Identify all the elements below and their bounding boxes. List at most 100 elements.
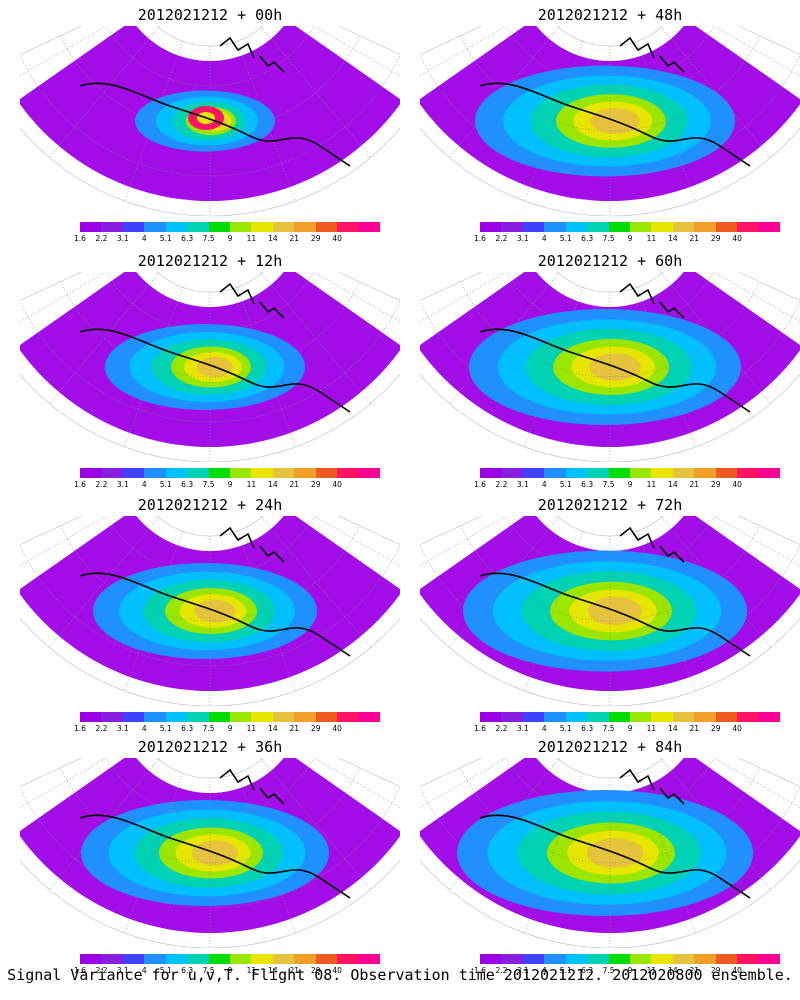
colorbar-tick-label: 29: [710, 724, 721, 733]
colorbar-swatch: [480, 712, 502, 722]
colorbar-swatch: [294, 712, 316, 722]
map-panel-p60: 2012021212 + 60h 1.6 2.2 3.1 4 5.1 6.3 7.5 9 11 14…: [420, 246, 800, 489]
colorbar-swatch: [122, 954, 145, 964]
colorbar-tick-label: 2.2: [95, 234, 108, 243]
variance-map: [420, 26, 800, 216]
variance-map: [420, 272, 800, 462]
colorbar-tick-label: 29: [310, 234, 321, 243]
map-panel-p00: 2012021212 + 00h 1.6 2.2 3.1 4 5.1 6.3 7.5 9 11 14…: [20, 0, 400, 243]
colorbar-tick-label: 9: [627, 480, 633, 489]
colorbar-swatch: [144, 468, 166, 478]
colorbar-swatch: [651, 468, 673, 478]
colorbar: [480, 954, 780, 964]
colorbar-swatch: [522, 712, 545, 722]
colorbar-swatch: [229, 468, 252, 478]
colorbar-tick-label: 1.6: [474, 724, 486, 733]
panel-title: 2012021212 + 12h: [137, 252, 283, 270]
colorbar-tick-label: 3.1: [116, 966, 129, 975]
colorbar-tick-label: 40: [332, 966, 342, 975]
colorbar-tick-label: 29: [710, 480, 721, 489]
colorbar-swatch: [80, 712, 102, 722]
map-panel-p36: 2012021212 + 36h 1.6 2.2 3.1 4 5.1 6.3 7.5 9 11 14…: [20, 732, 400, 975]
colorbar-swatch: [501, 222, 523, 232]
colorbar-tick-label: 11: [246, 480, 257, 489]
colorbar-swatch: [165, 222, 188, 232]
colorbar-swatch: [694, 222, 716, 232]
colorbar-swatch: [587, 468, 609, 478]
colorbar-swatch: [165, 954, 188, 964]
colorbar-swatch: [694, 712, 716, 722]
colorbar-tick-label: 9: [627, 724, 633, 733]
colorbar-swatch: [144, 712, 166, 722]
colorbar-tick-label: 40: [732, 234, 742, 243]
colorbar-tick-label: 4: [141, 480, 147, 489]
colorbar-tick-label: 5.1: [559, 480, 572, 489]
colorbar-swatch: [187, 712, 209, 722]
colorbar-tick-label: 1.6: [474, 966, 486, 975]
colorbar-swatch: [315, 712, 338, 722]
colorbar-swatch: [80, 222, 102, 232]
colorbar-swatch: [544, 468, 566, 478]
colorbar-swatch: [337, 954, 359, 964]
colorbar-tick-label: 21: [289, 234, 300, 243]
coastline: [479, 526, 751, 657]
colorbar-tick-label: 6.3: [181, 724, 194, 733]
colorbar-swatch: [229, 222, 252, 232]
colorbar-swatch: [587, 222, 609, 232]
colorbar-tick-label: 6.3: [581, 724, 594, 733]
colorbar-swatch: [501, 468, 523, 478]
colorbar-tick-label: 29: [310, 966, 321, 975]
colorbar-swatch: [122, 468, 145, 478]
colorbar-tick-label: 11: [646, 480, 657, 489]
colorbar-swatch: [522, 222, 545, 232]
colorbar-swatch: [565, 468, 588, 478]
colorbar-swatch: [715, 468, 738, 478]
colorbar-swatch: [694, 954, 716, 964]
variance-map: [420, 758, 800, 948]
colorbar-tick-label: 1.6: [474, 480, 486, 489]
colorbar-tick-label: 14: [668, 234, 678, 243]
colorbar-swatch: [187, 954, 209, 964]
coastline: [479, 768, 751, 899]
colorbar-swatch: [651, 222, 673, 232]
panel-title: 2012021212 + 84h: [537, 738, 683, 756]
colorbar-tick-label: 40: [332, 480, 342, 489]
colorbar-swatch: [480, 468, 502, 478]
colorbar-swatch: [272, 468, 295, 478]
colorbar-labels: 1.6 2.2 3.1 4 5.1 6.3 7.5 9 11 14 21 29 40: [474, 724, 780, 734]
colorbar-swatch: [715, 954, 738, 964]
colorbar-tick-label: 14: [668, 966, 678, 975]
colorbar-tick-label: 6.3: [181, 966, 194, 975]
colorbar-tick-label: 14: [668, 724, 678, 733]
colorbar-swatch: [672, 712, 695, 722]
colorbar-tick-label: 3.1: [116, 234, 129, 243]
colorbar-tick-label: 4: [541, 480, 547, 489]
panel-title: 2012021212 + 24h: [137, 496, 283, 514]
colorbar-tick-label: 3.1: [116, 724, 129, 733]
colorbar-swatch: [251, 222, 273, 232]
colorbar-tick-label: 21: [289, 480, 300, 489]
colorbar-swatch: [337, 222, 359, 232]
colorbar-swatch: [480, 954, 502, 964]
colorbar-swatch: [101, 222, 123, 232]
colorbar-tick-label: 1.6: [74, 966, 86, 975]
colorbar-tick-label: 3.1: [516, 480, 529, 489]
colorbar-tick-label: 14: [668, 480, 678, 489]
colorbar-swatch: [758, 468, 780, 478]
colorbar-swatch: [651, 954, 673, 964]
colorbar-tick-label: 9: [227, 724, 233, 733]
colorbar-tick-label: 21: [289, 966, 300, 975]
colorbar-tick-label: 7.5: [602, 966, 615, 975]
colorbar-tick-label: 3.1: [516, 234, 529, 243]
colorbar-tick-label: 4: [141, 724, 147, 733]
colorbar-swatch: [522, 468, 545, 478]
colorbar-swatch: [208, 954, 230, 964]
colorbar-swatch: [587, 712, 609, 722]
panel-title: 2012021212 + 48h: [537, 6, 683, 24]
coastline: [79, 282, 351, 413]
colorbar-tick-label: 11: [646, 234, 657, 243]
colorbar-swatch: [629, 468, 652, 478]
map-panel-p24: 2012021212 + 24h 1.6 2.2 3.1 4 5.1 6.3 7.5 9 11 14…: [20, 490, 400, 733]
colorbar-swatch: [629, 954, 652, 964]
coastline: [79, 768, 351, 899]
